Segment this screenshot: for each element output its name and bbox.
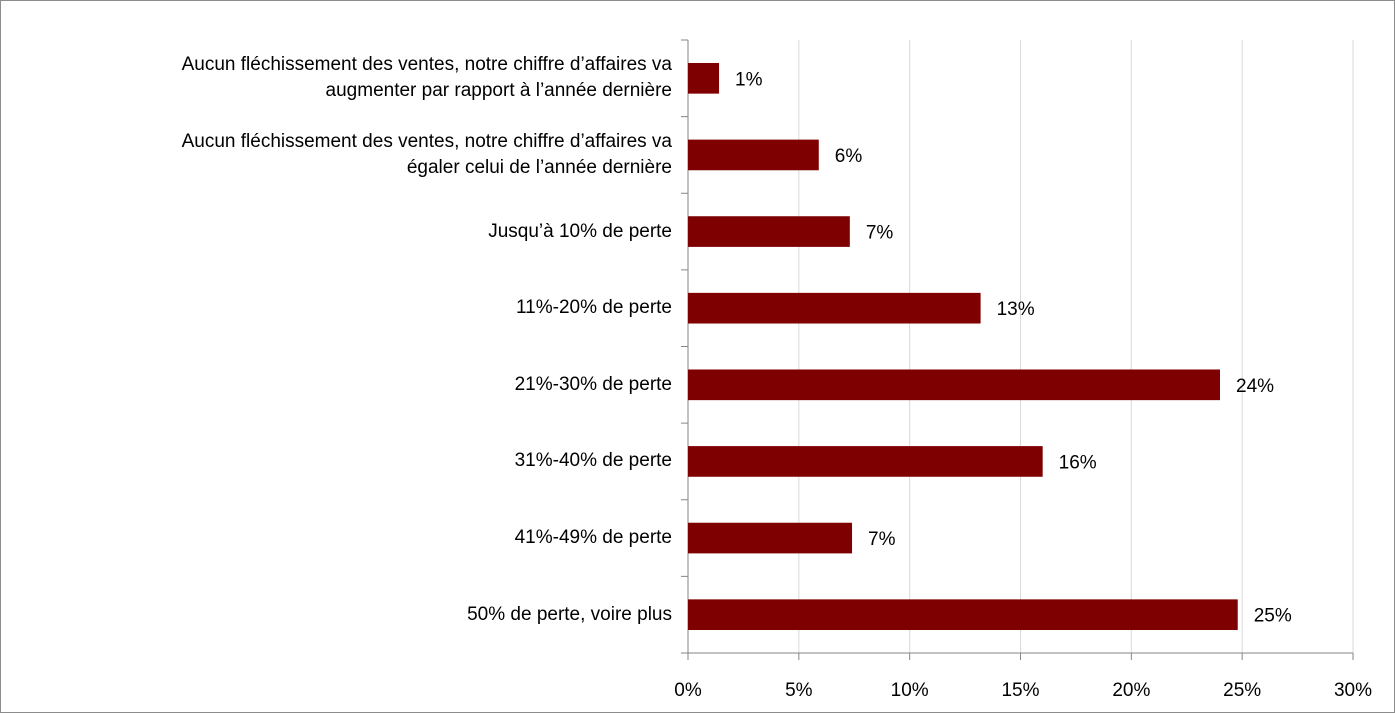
bar: [688, 292, 981, 324]
bar: [688, 62, 720, 94]
data-label: 7%: [868, 529, 896, 550]
data-label: 24%: [1236, 376, 1274, 397]
x-tick-label: 30%: [1334, 680, 1372, 701]
bar: [688, 216, 850, 247]
y-tick-label: 50% de perte, voire plus: [467, 603, 672, 625]
y-tick-label: 41%-49% de perte: [514, 527, 672, 549]
x-tick-label: 0%: [674, 680, 702, 701]
x-tick-label: 15%: [1001, 680, 1039, 701]
bar: [688, 446, 1043, 477]
bar: [688, 369, 1220, 401]
bar: [688, 522, 853, 554]
data-label: 16%: [1059, 452, 1097, 473]
bar: [688, 139, 819, 171]
data-label: 6%: [835, 146, 863, 167]
y-tick-label: Jusqu’à 10% de perte: [488, 220, 672, 242]
x-tick-label: 5%: [785, 680, 813, 701]
data-label: 1%: [735, 69, 763, 90]
x-tick-label: 25%: [1223, 680, 1261, 701]
data-label: 7%: [866, 223, 894, 244]
data-label: 25%: [1254, 606, 1292, 627]
y-tick-label: Aucun fléchissement des ventes, notre ch…: [181, 54, 672, 102]
x-tick-label: 10%: [891, 680, 929, 701]
data-label: 13%: [997, 299, 1035, 320]
x-tick-label: 20%: [1112, 680, 1150, 701]
y-tick-label: 21%-30% de perte: [514, 373, 672, 395]
y-tick-label: 11%-20% de perte: [516, 297, 672, 319]
y-tick-label: Aucun fléchissement des ventes, notre ch…: [181, 130, 672, 178]
bar: [688, 599, 1238, 631]
y-tick-label: 31%-40% de perte: [514, 450, 672, 472]
